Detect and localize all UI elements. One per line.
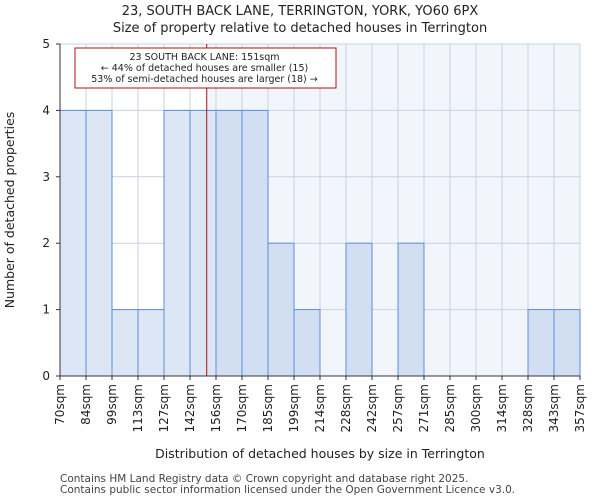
x-tick-label-300sqm: 300sqm bbox=[469, 384, 483, 432]
x-tick-label-242sqm: 242sqm bbox=[365, 384, 379, 432]
x-tick-label-142sqm: 142sqm bbox=[183, 384, 197, 432]
bar-228sqm bbox=[345, 242, 373, 377]
y-tick-label: 4 bbox=[42, 103, 50, 117]
x-tick-label-214sqm: 214sqm bbox=[313, 384, 327, 432]
bar-84sqm bbox=[85, 109, 113, 377]
chart-title: 23, SOUTH BACK LANE, TERRINGTON, YORK, Y… bbox=[121, 4, 479, 19]
bar-127sqm bbox=[163, 109, 191, 377]
x-tick-label-70sqm: 70sqm bbox=[53, 384, 67, 425]
bar-199sqm bbox=[293, 309, 321, 377]
x-tick-label-170sqm: 170sqm bbox=[235, 384, 249, 432]
bar-257sqm bbox=[397, 242, 425, 377]
annotation-line-2: ← 44% of detached houses are smaller (15… bbox=[101, 63, 308, 74]
annotation-box bbox=[74, 47, 337, 89]
bar-343sqm bbox=[553, 309, 581, 377]
y-axis-title: Number of detached properties bbox=[2, 112, 17, 309]
y-tick-label: 3 bbox=[42, 170, 50, 184]
y-tick-label: 5 bbox=[42, 37, 50, 51]
bar-70sqm bbox=[59, 109, 87, 377]
x-tick-label-84sqm: 84sqm bbox=[79, 384, 93, 425]
y-tick-label: 0 bbox=[42, 369, 50, 383]
x-tick-label-328sqm: 328sqm bbox=[521, 384, 535, 432]
x-tick-label-113sqm: 113sqm bbox=[131, 384, 145, 432]
bar-113sqm bbox=[137, 309, 165, 377]
bar-185sqm bbox=[267, 242, 295, 377]
x-tick-label-199sqm: 199sqm bbox=[287, 384, 301, 432]
bar-328sqm bbox=[527, 309, 555, 377]
x-tick-label-285sqm: 285sqm bbox=[443, 384, 457, 432]
bar-170sqm bbox=[241, 109, 269, 377]
bar-156sqm bbox=[215, 109, 243, 377]
y-tick-label: 1 bbox=[42, 303, 50, 317]
x-tick-label-156sqm: 156sqm bbox=[209, 384, 223, 432]
x-axis-title: Distribution of detached houses by size … bbox=[155, 446, 485, 461]
x-tick-label-99sqm: 99sqm bbox=[105, 384, 119, 425]
x-tick-label-228sqm: 228sqm bbox=[339, 384, 353, 432]
annotation-line-3: 53% of semi-detached houses are larger (… bbox=[91, 74, 318, 85]
x-tick-label-271sqm: 271sqm bbox=[417, 384, 431, 432]
x-tick-label-185sqm: 185sqm bbox=[261, 384, 275, 432]
x-tick-label-343sqm: 343sqm bbox=[547, 384, 561, 432]
x-tick-label-314sqm: 314sqm bbox=[495, 384, 509, 432]
x-tick-label-127sqm: 127sqm bbox=[157, 384, 171, 432]
footer-line-1: Contains HM Land Registry data © Crown c… bbox=[60, 473, 469, 485]
footer-line-2: Contains public sector information licen… bbox=[60, 484, 516, 496]
y-tick-label: 2 bbox=[42, 236, 50, 250]
chart-subtitle: Size of property relative to detached ho… bbox=[112, 21, 488, 36]
x-tick-label-357sqm: 357sqm bbox=[573, 384, 587, 432]
bar-99sqm bbox=[111, 309, 139, 377]
x-tick-label-257sqm: 257sqm bbox=[391, 384, 405, 432]
bar-142sqm bbox=[189, 109, 217, 377]
annotation-line-1: 23 SOUTH BACK LANE: 151sqm bbox=[130, 52, 280, 63]
